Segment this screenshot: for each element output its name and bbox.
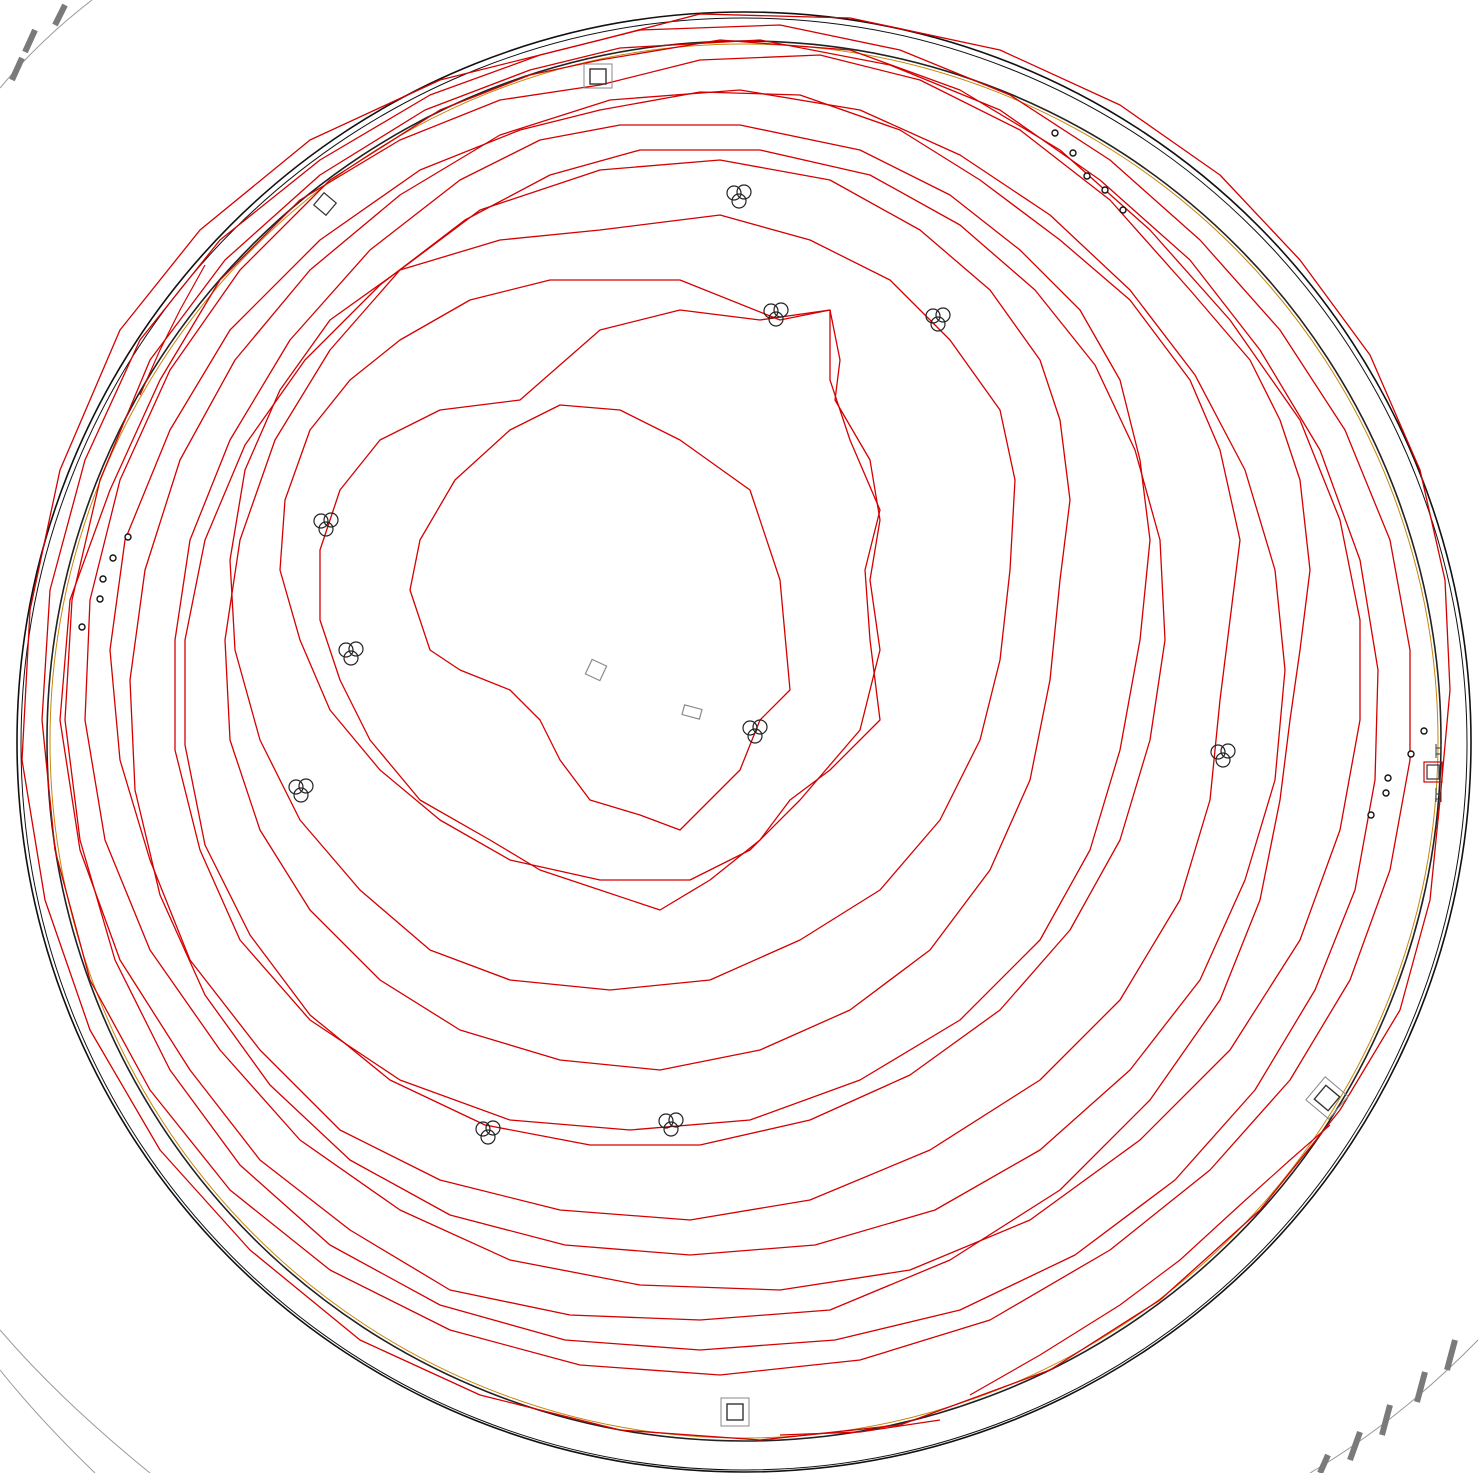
trees [288, 184, 1236, 1145]
contour-line-13 [129, 89, 1286, 1256]
survey-point-group-right [1367, 727, 1428, 819]
contour-line-2 [59, 54, 1311, 1321]
tree-canopy-icon [925, 307, 951, 332]
contour-line-8 [409, 404, 791, 831]
structures [312, 63, 1443, 1427]
utility-line-west [139, 264, 206, 396]
tree-canopy-icon [763, 302, 789, 327]
utility-lines [139, 264, 1331, 1436]
hatched-wall-top-left [9, 3, 68, 82]
utility-line-east [969, 1124, 1331, 1396]
survey-point-icon [1384, 774, 1392, 782]
gate-structure-icon [1423, 744, 1443, 802]
contour-line-1 [21, 13, 1451, 1441]
hatched-wall-icon [22, 28, 38, 54]
hatched-wall-icon [1379, 1404, 1393, 1436]
contour-line-6 [229, 214, 1016, 991]
utility-line-south [779, 1419, 941, 1436]
boundary-accent-ring [49, 43, 1439, 1439]
survey-point-icon [109, 554, 117, 562]
boundary-outer-ring-2 [20, 17, 1468, 1471]
tree-canopy-icon [658, 1112, 684, 1137]
hatched-wall-icon [1347, 1430, 1363, 1462]
survey-point-icon [1051, 129, 1059, 137]
survey-point-icon [1382, 789, 1390, 797]
outer-arc-bottom-left [0, 1329, 151, 1473]
tree-canopy-icon [1210, 743, 1236, 768]
hatched-wall-icon [1444, 1339, 1458, 1371]
tree-canopy-icon [726, 184, 752, 209]
square-pad-icon [1305, 1076, 1349, 1120]
survey-point-icon [96, 595, 104, 603]
survey-point-icon [78, 623, 86, 631]
square-pad-icon [584, 658, 608, 682]
survey-point-icon [99, 575, 107, 583]
contour-line-5 [224, 159, 1071, 1071]
survey-point-icon [1407, 750, 1415, 758]
tree-canopy-icon [338, 641, 364, 666]
hatched-wall-icon [1317, 1453, 1331, 1473]
contour-line-14 [184, 149, 1166, 1146]
survey-point-icon [1101, 186, 1109, 194]
contour-lines [21, 13, 1451, 1441]
square-pad-icon [720, 1397, 750, 1427]
hatched-wall-icon [52, 3, 68, 27]
outer-arc-bottom-left-2 [0, 1369, 96, 1473]
survey-point-group-top-right [1051, 129, 1127, 214]
contour-line-4 [174, 124, 1151, 1131]
survey-point-icon [1069, 149, 1077, 157]
hatched-wall-icon [9, 56, 25, 82]
survey-point-icon [1119, 206, 1127, 214]
contour-line-3 [109, 91, 1241, 1221]
survey-point-icon [1420, 727, 1428, 735]
outer-arc-bottom-right [1309, 1339, 1478, 1473]
hatched-wall-icon [1414, 1371, 1428, 1403]
survey-points [78, 129, 1428, 819]
contour-line-10 [84, 39, 1361, 1291]
tree-canopy-icon [313, 512, 339, 537]
site-boundary [16, 11, 1472, 1473]
outer-arc-top-left [0, 0, 93, 89]
tree-canopy-icon [742, 719, 768, 744]
survey-point-icon [1083, 172, 1091, 180]
hatched-wall-bottom-right [1317, 1339, 1458, 1473]
survey-point-group-left [78, 533, 132, 631]
square-pad-icon [583, 63, 613, 89]
tree-canopy-icon [475, 1120, 501, 1145]
square-pad-icon [681, 704, 703, 720]
tree-canopy-icon [288, 778, 314, 803]
survey-point-icon [124, 533, 132, 541]
survey-point-icon [1367, 811, 1375, 819]
boundary-outer-ring [16, 11, 1472, 1473]
contour-line-12 [64, 39, 1379, 1351]
square-pad-icon [312, 191, 338, 217]
contour-line-7 [279, 279, 881, 881]
contour-line-11 [41, 24, 1411, 1376]
contour-line-9 [319, 309, 881, 911]
